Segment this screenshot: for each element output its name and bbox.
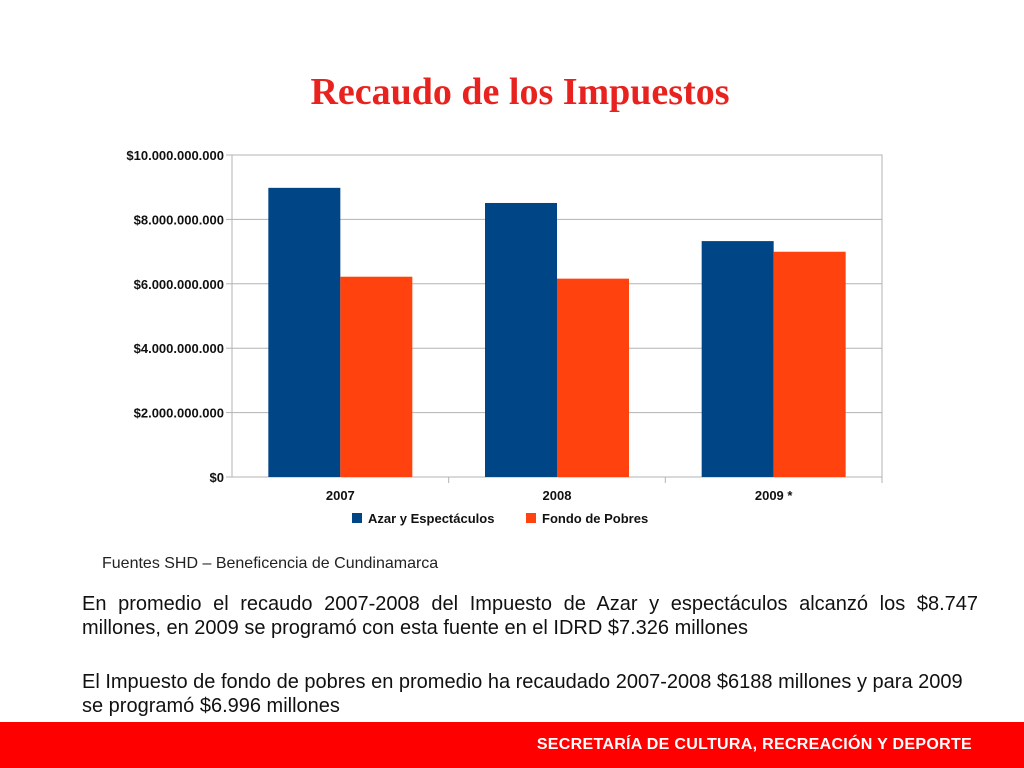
bar [340,276,413,477]
bar [268,187,341,477]
y-tick-label: $10.000.000.000 [126,148,224,163]
y-tick-label: $0 [210,470,224,485]
legend-label: Azar y Espectáculos [368,511,494,526]
x-tick-label: 2009 * [755,488,794,503]
y-tick-label: $8.000.000.000 [134,212,224,227]
bar-chart: $0 $2.000.000.000 $4.000.000.000 $6.000.000… [126,148,883,526]
bar [557,278,629,477]
legend-swatch [352,513,362,523]
footer-bar: SECRETARÍA DE CULTURA, RECREACIÓN Y DEPO… [0,722,1024,768]
y-tick-label: $2.000.000.000 [134,406,224,421]
bar [773,251,846,477]
slide-title: Recaudo de los Impuestos [310,71,730,113]
x-tick-label: 2008 [543,488,572,503]
footer-label: SECRETARÍA DE CULTURA, RECREACIÓN Y DEPO… [536,736,972,753]
summary-paragraph-azar: En promedio el recaudo 2007-2008 del Imp… [82,593,978,639]
y-tick-label: $4.000.000.000 [134,341,224,356]
y-tick-label: $6.000.000.000 [134,277,224,292]
source-note: Fuentes SHD – Beneficencia de Cundinamar… [102,555,439,572]
legend-swatch [526,513,536,523]
x-tick-label: 2007 [326,488,355,503]
legend-label: Fondo de Pobres [542,511,648,526]
bar [485,202,557,477]
summary-paragraph-pobres: El Impuesto de fondo de pobres en promed… [82,671,963,717]
bar [701,241,774,477]
